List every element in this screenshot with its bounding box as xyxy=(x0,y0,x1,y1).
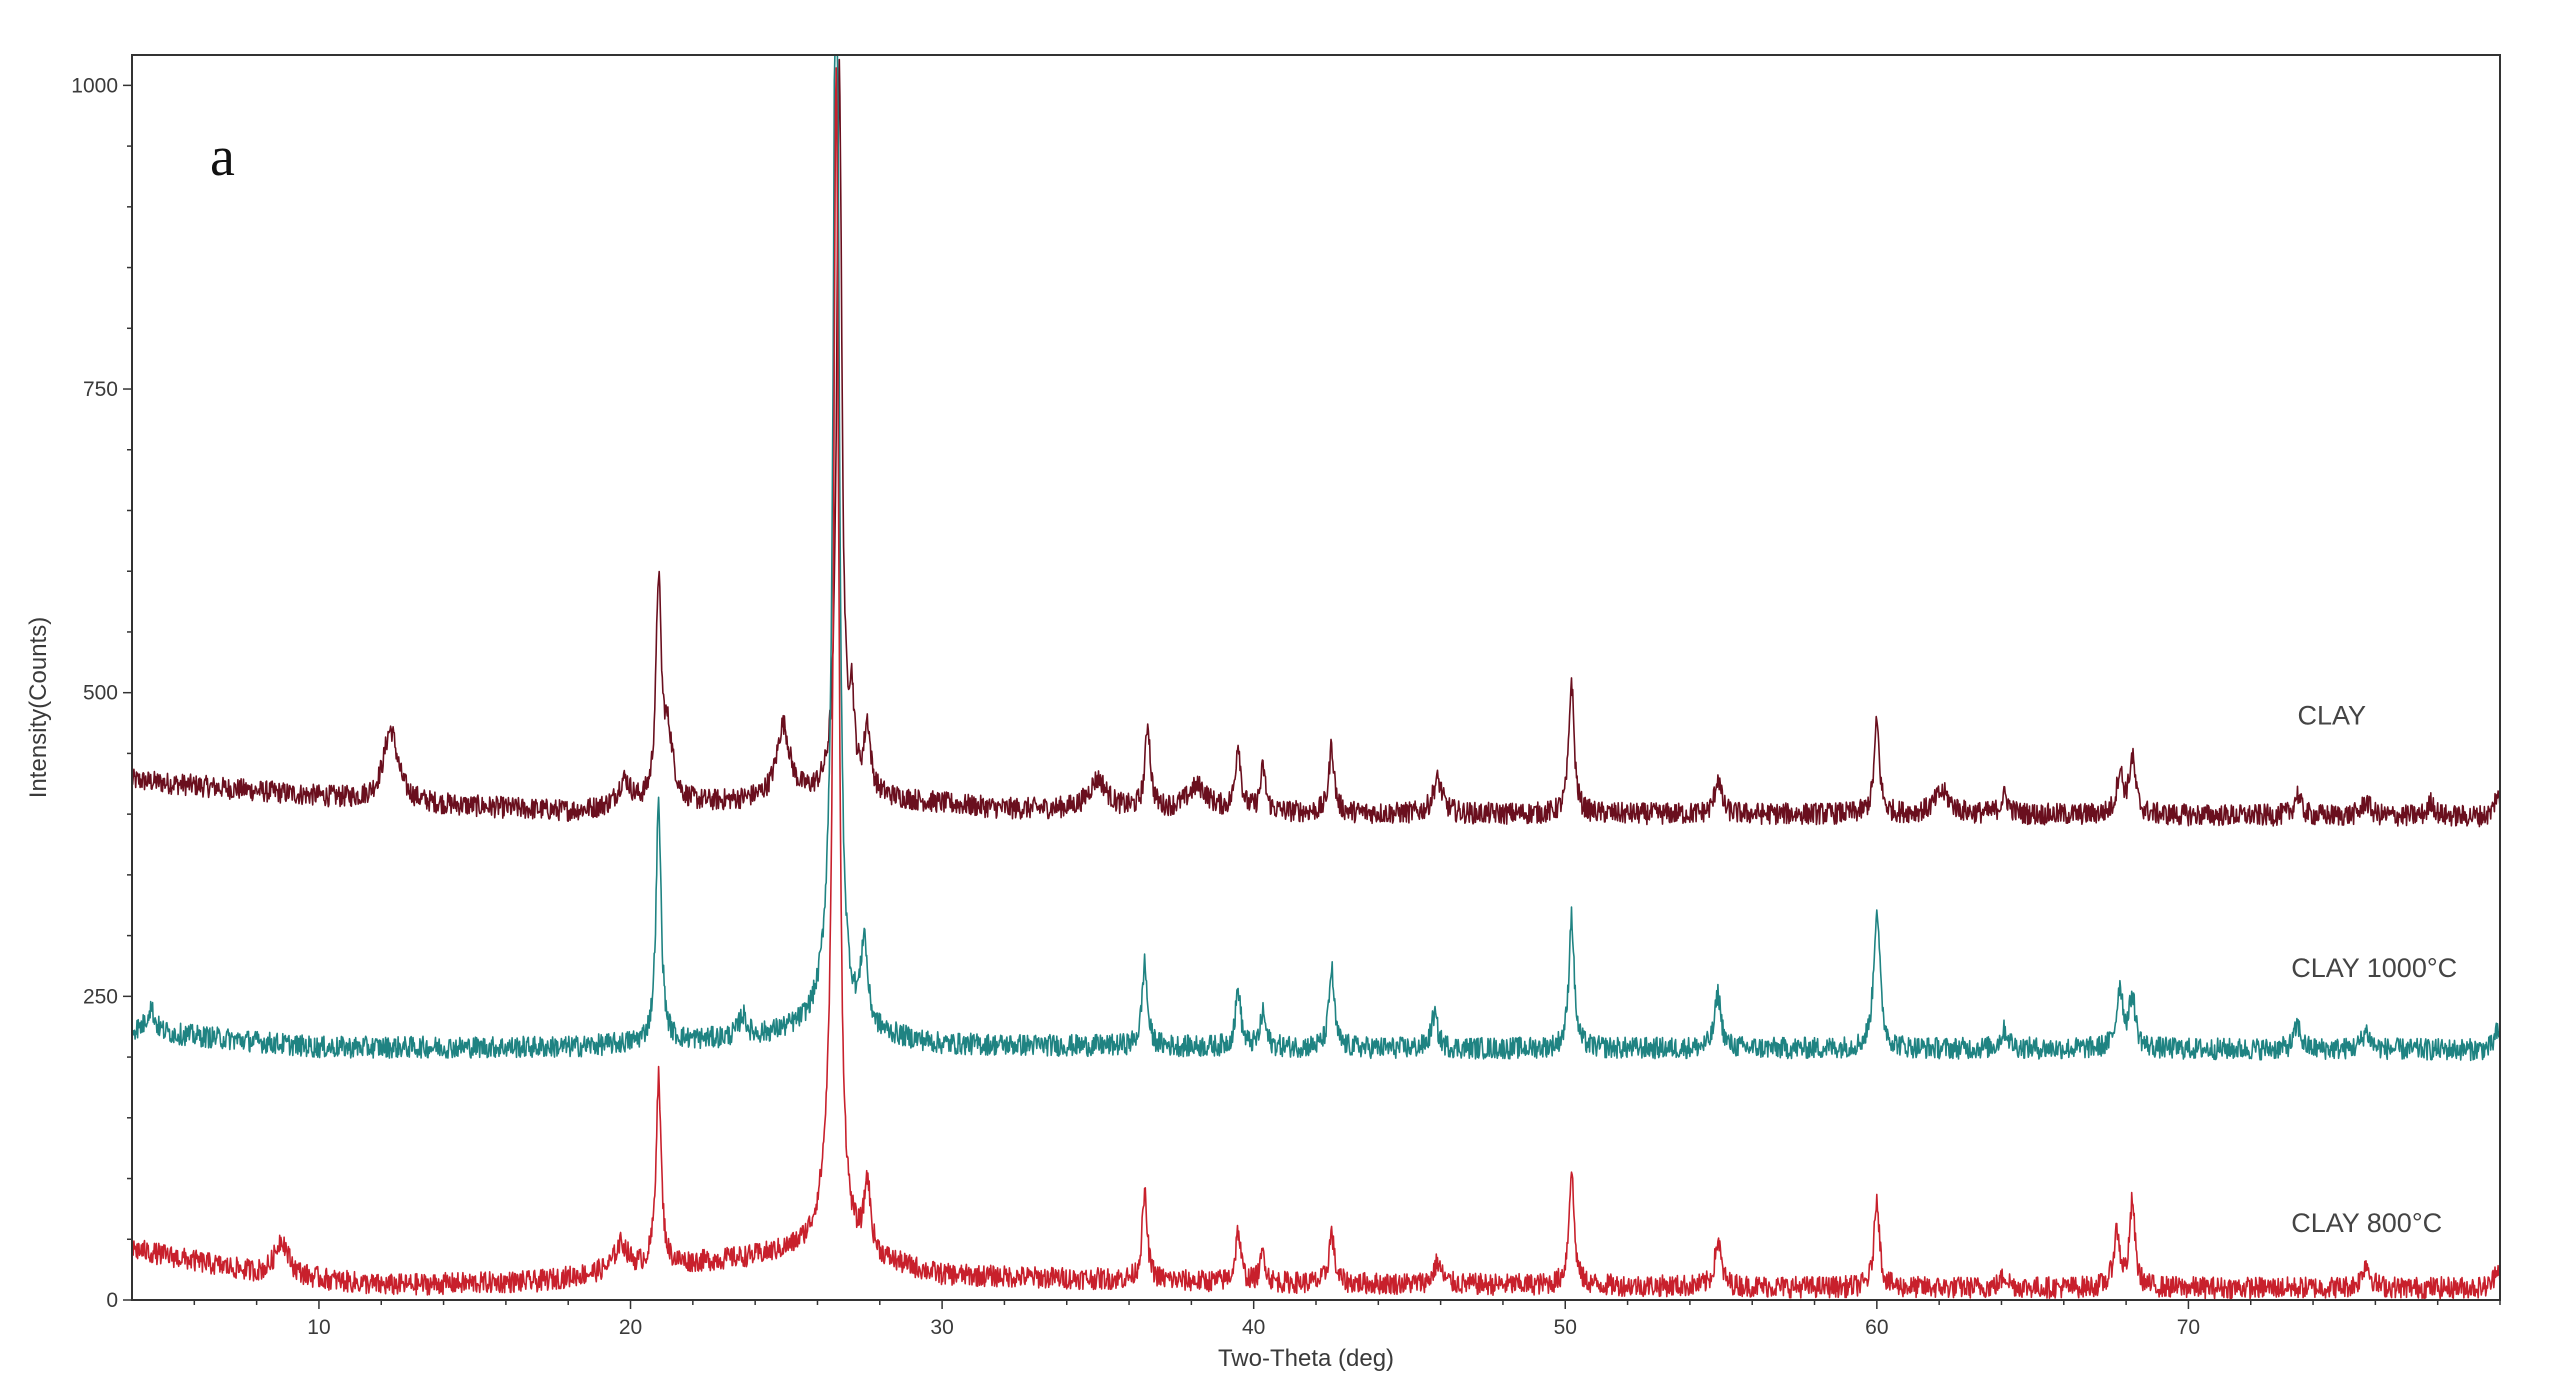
y-axis-title: Intensity(Counts) xyxy=(25,617,52,798)
series-line-2 xyxy=(131,67,2501,1300)
x-tick-label: 60 xyxy=(1865,1316,1888,1339)
y-tick-label: 750 xyxy=(83,378,118,401)
series-layer xyxy=(131,54,2501,1300)
series-label-0: CLAY xyxy=(2297,700,2366,730)
series-label-1: CLAY 1000°C xyxy=(2291,953,2457,983)
x-axis-title: Two-Theta (deg) xyxy=(1218,1345,1394,1372)
x-tick-label: 20 xyxy=(619,1316,642,1339)
x-tick-label: 30 xyxy=(930,1316,953,1339)
series-line-1 xyxy=(131,54,2501,1062)
x-tick-label: 50 xyxy=(1554,1316,1577,1339)
label-layer: CLAY CLAY 1000°C CLAY 800°C xyxy=(2291,700,2457,1238)
x-tick-label: 40 xyxy=(1242,1316,1265,1339)
axis-layer: 10 20 30 40 50 60 70 0 250 500 750 1000 xyxy=(71,74,2501,1339)
series-line-0 xyxy=(131,58,2501,828)
plot-frame xyxy=(131,54,2501,1301)
series-label-2: CLAY 800°C xyxy=(2291,1208,2442,1238)
y-tick-label: 0 xyxy=(106,1289,118,1312)
panel-label: a xyxy=(210,126,235,188)
x-tick-label: 70 xyxy=(2177,1316,2200,1339)
y-tick-label: 1000 xyxy=(71,74,118,97)
y-tick-label: 250 xyxy=(83,985,118,1008)
y-tick-label: 500 xyxy=(83,682,118,705)
x-tick-label: 10 xyxy=(307,1316,330,1339)
